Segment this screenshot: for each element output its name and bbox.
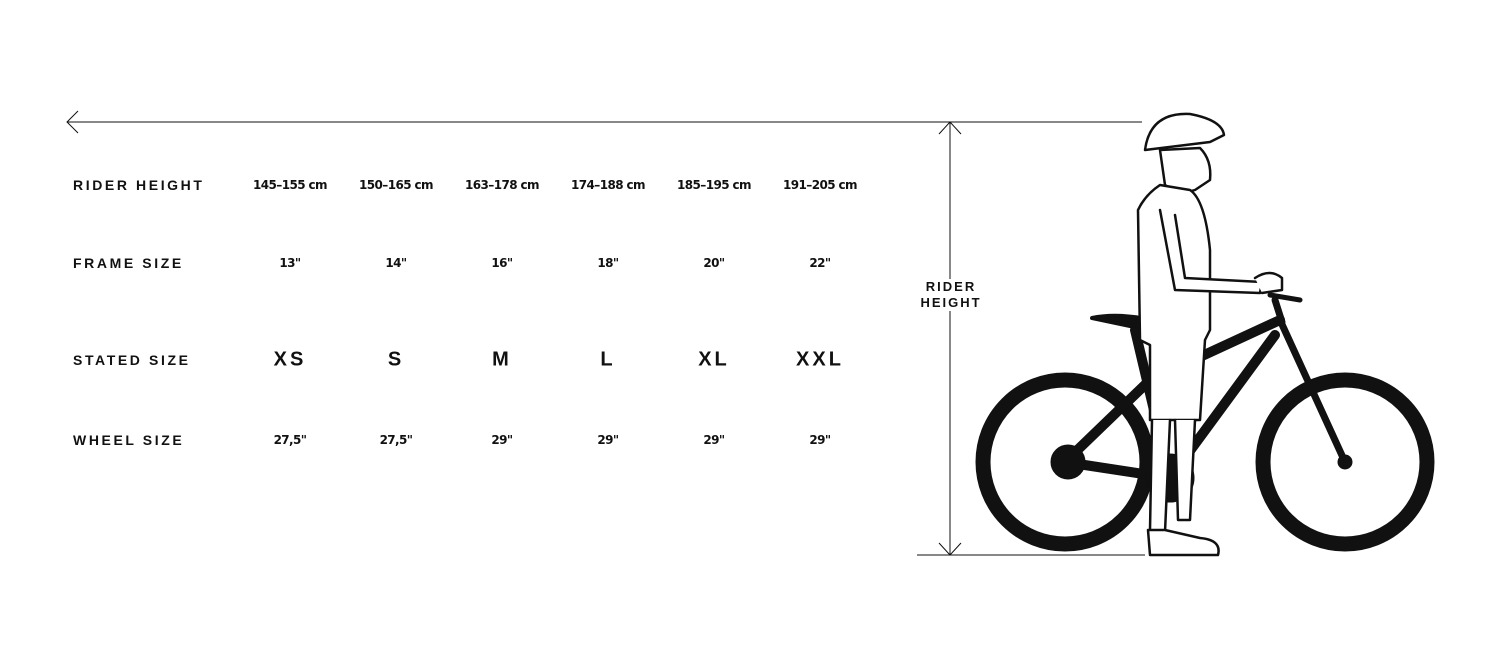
rider-height-value: 191–205 cm [783, 178, 858, 192]
stated-size-value: XXL [796, 348, 844, 371]
frame-size-value: 22" [809, 256, 831, 270]
rider-height-label: RIDER HEIGHT [73, 177, 205, 193]
rear-wheel [975, 372, 1155, 552]
rider-height-label: RIDER HEIGHT [918, 279, 984, 311]
stated-size-value: XS [273, 348, 307, 371]
wheel-size-value: 27,5" [379, 433, 413, 447]
arrow-left-icon [66, 110, 79, 134]
frame-size-label: FRAME SIZE [73, 255, 184, 271]
frame-size-value: 20" [703, 256, 725, 270]
rider-height-value: 174–188 cm [571, 178, 646, 192]
wheel-size-value: 29" [703, 433, 725, 447]
wheel-size-label: WHEEL SIZE [73, 432, 185, 448]
stated-size-value: M [492, 348, 512, 371]
wheel-size-value: 29" [597, 433, 619, 447]
rider-height-value: 185–195 cm [677, 178, 752, 192]
rider-height-value: 145–155 cm [253, 178, 328, 192]
stated-size-label: STATED SIZE [73, 352, 191, 368]
frame-size-value: 14" [385, 256, 407, 270]
rider-height-label-line1: RIDER [925, 279, 977, 294]
wheel-size-value: 29" [809, 433, 831, 447]
frame-size-value: 16" [491, 256, 513, 270]
stated-size-value: S [387, 348, 405, 371]
rider-height-label-line2: HEIGHT [920, 295, 982, 310]
rider-height-value: 150–165 cm [359, 178, 434, 192]
stated-size-value: L [600, 348, 616, 371]
rider-height-value: 163–178 cm [465, 178, 540, 192]
wheel-size-value: 27,5" [273, 433, 307, 447]
frame-size-value: 18" [597, 256, 619, 270]
arrow-up-icon [938, 121, 962, 135]
front-wheel [1255, 372, 1435, 552]
wheel-size-value: 29" [491, 433, 513, 447]
rider-bicycle-icon [975, 112, 1435, 557]
stated-size-value: XL [698, 348, 730, 371]
frame-size-value: 13" [279, 256, 301, 270]
